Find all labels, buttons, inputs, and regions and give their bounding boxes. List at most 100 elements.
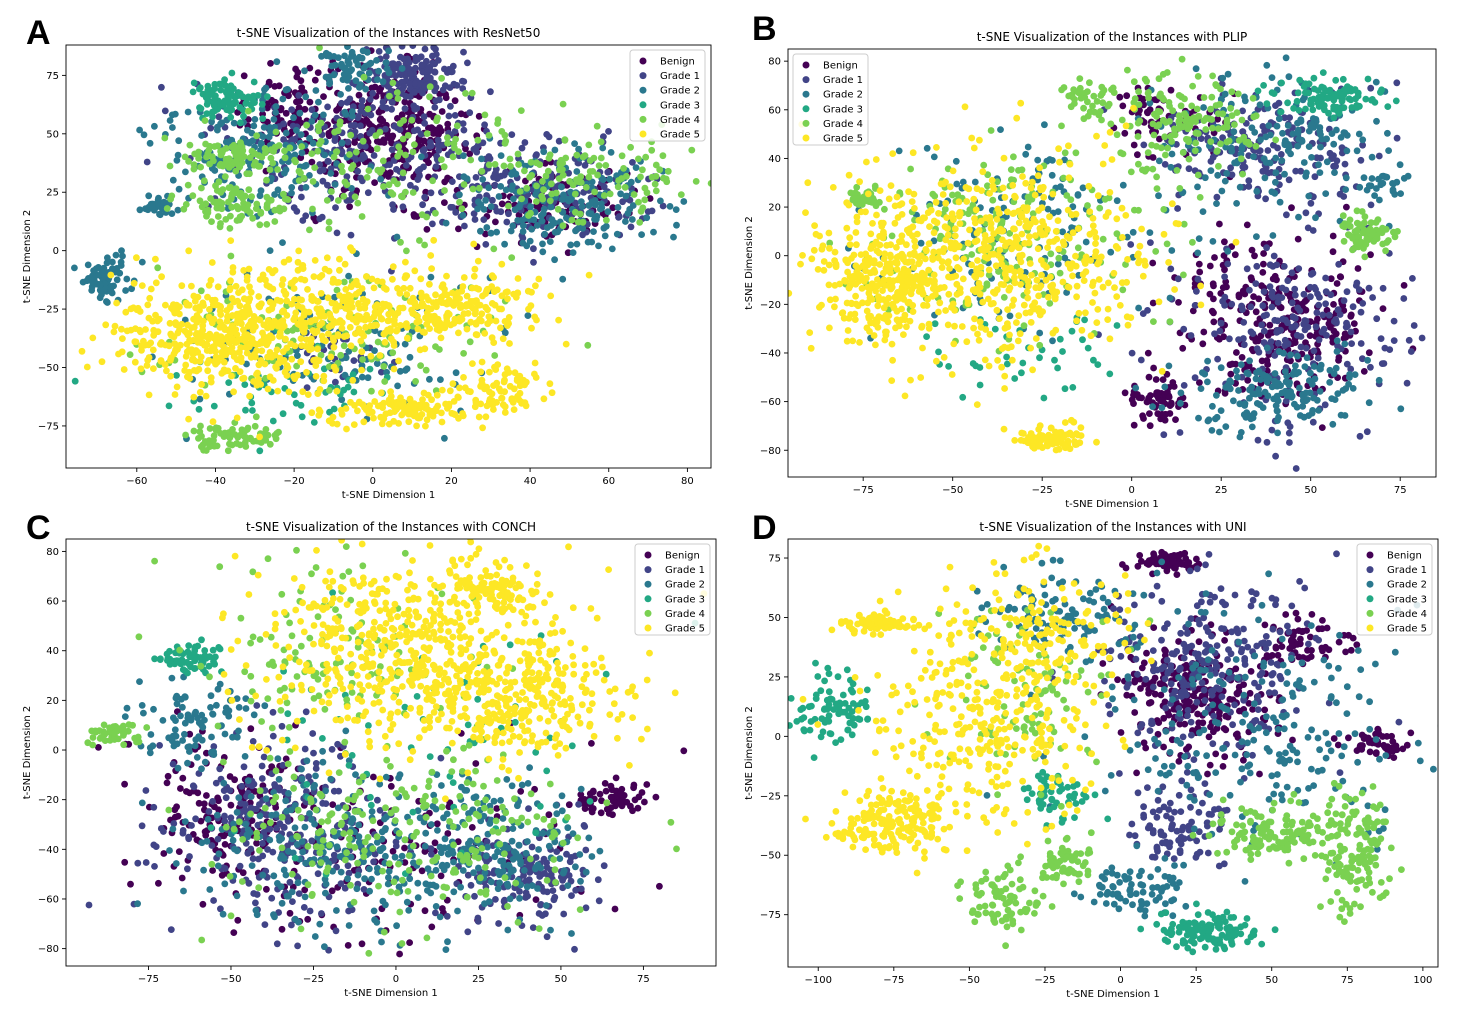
data-point	[1307, 332, 1314, 339]
data-point	[478, 310, 485, 317]
data-point	[266, 134, 273, 141]
legend-marker	[640, 87, 647, 94]
data-point	[896, 148, 903, 155]
data-point	[1334, 280, 1341, 287]
data-point	[357, 81, 364, 88]
data-point	[502, 140, 509, 147]
data-point	[1216, 429, 1223, 436]
data-point	[1123, 92, 1130, 99]
data-point	[336, 292, 343, 299]
data-point	[1385, 147, 1392, 154]
data-point	[497, 183, 504, 190]
data-point	[283, 298, 290, 305]
data-point	[1251, 129, 1258, 136]
data-point	[412, 378, 419, 385]
data-point	[381, 284, 388, 291]
data-point	[1146, 410, 1153, 417]
data-point	[385, 48, 392, 55]
data-point	[1366, 349, 1373, 356]
data-point	[195, 152, 202, 159]
data-point	[325, 158, 332, 165]
data-point	[562, 136, 569, 143]
data-point	[481, 121, 488, 128]
data-point	[1284, 419, 1291, 426]
data-point	[427, 252, 434, 259]
data-point	[349, 377, 356, 384]
data-point	[228, 196, 235, 203]
data-point	[79, 348, 86, 355]
data-point	[139, 259, 146, 266]
data-point	[324, 104, 331, 111]
data-point	[162, 108, 169, 115]
data-point	[438, 294, 445, 301]
data-point	[1275, 328, 1282, 335]
data-point	[678, 191, 685, 198]
data-point	[453, 369, 460, 376]
data-point	[1167, 295, 1174, 302]
data-point	[71, 265, 78, 272]
data-point	[432, 210, 439, 217]
data-point	[118, 247, 125, 254]
data-point	[173, 372, 180, 379]
data-point	[398, 193, 405, 200]
data-point	[417, 347, 424, 354]
data-point	[1249, 424, 1256, 431]
data-point	[246, 283, 253, 290]
data-point	[532, 282, 539, 289]
data-point	[337, 91, 344, 98]
data-point	[273, 430, 280, 437]
data-point	[607, 191, 614, 198]
data-point	[331, 318, 338, 325]
data-point	[475, 137, 482, 144]
data-point	[211, 85, 218, 92]
data-point	[295, 92, 302, 99]
data-point	[414, 56, 421, 63]
data-point	[1344, 288, 1351, 295]
data-point	[535, 276, 542, 283]
data-point	[347, 244, 354, 251]
data-point	[615, 204, 622, 211]
data-point	[236, 162, 243, 169]
data-point	[591, 189, 598, 196]
data-point	[128, 305, 135, 312]
data-point	[227, 277, 234, 284]
data-point	[98, 266, 105, 273]
data-point	[477, 302, 484, 309]
data-point	[407, 71, 414, 78]
data-point	[1286, 176, 1293, 183]
data-point	[298, 131, 305, 138]
data-point	[426, 376, 433, 383]
data-point	[334, 230, 341, 237]
data-point	[371, 322, 378, 329]
data-point	[231, 120, 238, 127]
legend-label: Grade 2	[660, 86, 700, 97]
data-point	[204, 150, 211, 157]
data-point	[523, 242, 530, 249]
data-point	[296, 110, 303, 117]
data-point	[216, 113, 223, 120]
data-point	[1120, 182, 1127, 189]
data-point	[167, 117, 174, 124]
data-point	[318, 290, 325, 297]
data-point	[339, 411, 346, 418]
data-point	[518, 195, 525, 202]
data-point	[470, 298, 477, 305]
data-point	[1391, 337, 1398, 344]
data-point	[543, 131, 550, 138]
data-point	[1223, 170, 1230, 177]
data-point	[650, 229, 657, 236]
data-point	[1311, 348, 1318, 355]
data-point	[123, 276, 130, 283]
data-point	[345, 292, 352, 299]
data-point	[366, 167, 373, 174]
data-point	[1436, 179, 1443, 186]
data-point	[171, 340, 178, 347]
data-point	[1358, 340, 1365, 347]
data-point	[1253, 308, 1260, 315]
data-point	[336, 121, 343, 128]
data-point	[1283, 378, 1290, 385]
data-point	[498, 128, 505, 135]
data-point	[132, 359, 139, 366]
data-point	[331, 364, 338, 371]
data-point	[649, 174, 656, 181]
